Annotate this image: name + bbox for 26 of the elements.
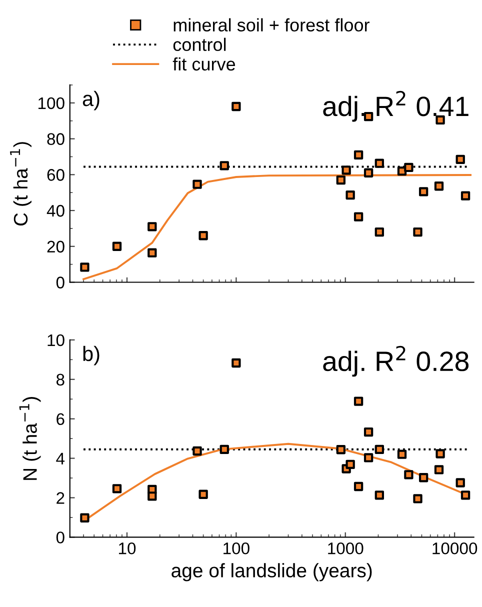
y-tick-label: 20 [47,240,64,253]
y-tick-label: 0 [56,532,64,544]
annotation: a) [82,90,100,110]
y-tick-label: 60 [47,169,64,181]
annotation: adj. R$^{2}$ 0.41 [323,90,468,122]
y-tick-label: 8 [56,374,64,386]
x-tick-label: 10 [118,542,136,554]
y-tick-label: 80 [47,133,64,145]
y-axis-title: N (t ha$^{−1}$) [19,397,41,480]
annotation: adj. R$^{2}$ 0.28 [323,346,469,377]
y-tick-label: 2 [56,492,64,504]
annotation: b) [83,346,100,366]
x-axis-title: age of landslide (years) [172,563,372,582]
y-tick-label: 4 [56,452,65,464]
legend-label: control [173,38,226,52]
legend-label: mineral soil + forest floor [174,18,370,32]
y-tick-label: 6 [56,413,64,426]
y-axis-title: C (t ha$^{−1}$) [10,142,32,226]
y-tick-label: 40 [46,204,64,217]
y-tick-label: 10 [48,334,64,346]
x-tick-label: 1000 [328,542,364,554]
y-tick-label: 0 [56,276,64,288]
legend-label: fit curve [172,57,236,71]
x-tick-label: 10000 [432,542,478,554]
y-tick-label: 100 [38,97,64,110]
x-tick-label: 100 [224,542,250,554]
